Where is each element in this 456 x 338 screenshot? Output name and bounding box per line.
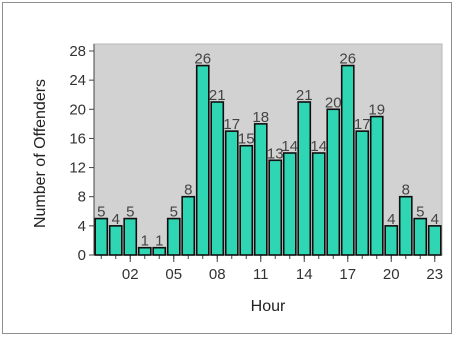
bar-hour-21 [398,195,413,256]
data-label: 13 [267,145,284,162]
bar-hour-3 [137,246,152,256]
bar-hour-14 [297,101,312,256]
bar-hour-16 [326,108,341,256]
chart-frame: 0 4 8 12 16 20 24 28 02 05 08 11 14 17 20 23 5 4 5 1 1 5 8 26… [2,2,452,334]
data-label: 17 [354,116,371,133]
x-tick-label: 05 [165,266,182,283]
x-tick-label: 08 [209,266,226,283]
bars [94,64,442,256]
data-label: 5 [97,204,105,221]
bar-hour-7 [195,64,210,256]
bar-hour-15 [311,152,326,256]
x-tick-label: 14 [296,266,313,283]
y-tick-label: 4 [78,218,86,235]
y-tick-label: 20 [69,101,86,118]
data-label: 1 [141,233,149,250]
bar-hour-0 [94,217,109,256]
bar-hour-17 [340,64,355,256]
data-label: 14 [281,138,298,155]
x-tick-label: 02 [122,266,139,283]
data-label: 20 [325,94,342,111]
y-tick-label: 24 [69,72,86,89]
bar-hour-1 [108,225,123,256]
bar-hour-13 [282,152,297,256]
data-label: 5 [416,204,424,221]
data-label: 8 [402,182,410,199]
data-label: 21 [209,87,226,104]
x-tick-label: 11 [253,266,269,283]
data-label: 26 [339,51,356,68]
data-label: 5 [170,204,178,221]
bar-hour-5 [166,217,181,256]
bar-hour-9 [224,130,239,256]
y-axis: 0 4 8 12 16 20 24 28 [69,43,95,264]
data-label: 21 [296,87,313,104]
bar-hour-8 [210,101,225,256]
data-label: 15 [238,131,255,148]
bar-hour-20 [384,225,399,256]
x-tick-label: 23 [426,266,443,283]
data-label: 4 [112,211,120,228]
x-axis: 02 05 08 11 14 17 20 23 [94,254,443,283]
bar-hour-11 [253,123,268,256]
bar-hour-23 [427,225,442,256]
bar-hour-12 [268,159,283,256]
y-axis-title: Number of Offenders [32,79,49,228]
bar-hour-6 [181,195,196,256]
x-tick-label: 17 [339,266,356,283]
data-label: 4 [387,211,395,228]
bar-hour-4 [152,246,167,256]
data-label: 14 [310,138,327,155]
y-tick-label: 16 [69,130,86,147]
x-axis-title: Hour [251,298,286,315]
bar-hour-18 [355,130,370,256]
y-tick-label: 0 [78,247,86,264]
bar-hour-2 [123,217,138,256]
bar-hour-22 [413,217,428,256]
y-tick-label: 12 [69,160,86,177]
data-label: 8 [184,182,192,199]
x-tick-label: 20 [383,266,400,283]
data-label: 19 [368,102,385,119]
data-label: 4 [431,211,439,228]
data-label: 1 [155,233,163,250]
data-label: 5 [126,204,134,221]
data-label: 26 [194,51,211,68]
y-tick-label: 28 [69,43,86,60]
y-tick-label: 8 [78,189,86,206]
plot-area [93,43,443,256]
bar-hour-10 [239,144,254,256]
bar-hour-19 [369,115,384,256]
data-label: 17 [223,116,240,133]
data-label: 18 [252,109,269,126]
